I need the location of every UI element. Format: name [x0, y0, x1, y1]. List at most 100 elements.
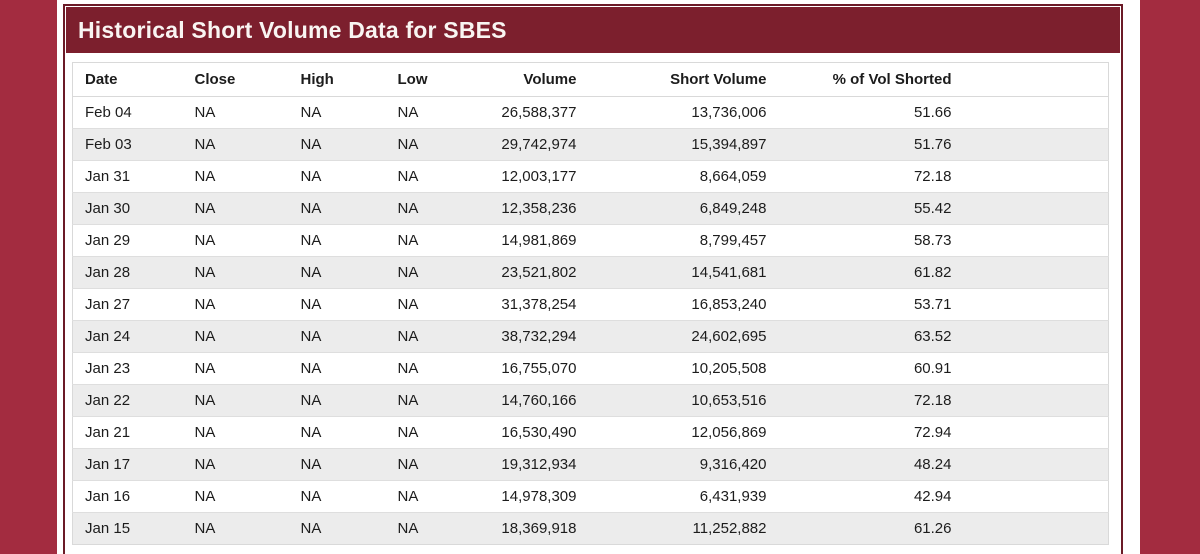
- table-row: Jan 28 NA NA NA 23,521,802 14,541,681 61.82: [72, 256, 1109, 289]
- cell-date: Jan 27: [85, 296, 131, 313]
- cell-spacer: [960, 129, 1109, 161]
- column-header-short-volume: Short Volume: [584, 62, 775, 97]
- cell-volume: 14,760,166: [501, 392, 577, 409]
- cell-pct-vol-shorted: 58.73: [913, 232, 952, 249]
- cell-pct-vol-shorted: 60.91: [913, 360, 952, 377]
- cell-high: NA: [300, 520, 322, 537]
- cell-low: NA: [397, 168, 419, 185]
- cell-close: NA: [194, 296, 216, 313]
- table-row: Jan 15 NA NA NA 18,369,918 11,252,882 61.26: [72, 512, 1109, 545]
- cell-close: NA: [194, 104, 216, 121]
- table-row: Jan 30 NA NA NA 12,358,236 6,849,248 55.42: [72, 192, 1109, 225]
- cell-close: NA: [194, 424, 216, 441]
- cell-spacer: [960, 257, 1109, 289]
- cell-close: NA: [194, 488, 216, 505]
- cell-short-volume: 6,849,248: [699, 200, 767, 217]
- cell-pct-vol-shorted: 51.66: [913, 104, 952, 121]
- cell-volume: 19,312,934: [501, 456, 577, 473]
- cell-low: NA: [397, 424, 419, 441]
- cell-pct-vol-shorted: 48.24: [913, 456, 952, 473]
- column-header-spacer: [959, 62, 1109, 97]
- cell-low: NA: [397, 520, 419, 537]
- cell-low: NA: [397, 328, 419, 345]
- cell-short-volume: 6,431,939: [699, 488, 767, 505]
- cell-close: NA: [194, 328, 216, 345]
- table-container: Date Close High Low Volume Short Volume% of V…: [72, 62, 1121, 545]
- table-row: Jan 22 NA NA NA 14,760,166 10,653,516 72.18: [72, 384, 1109, 417]
- cell-date: Jan 16: [85, 488, 131, 505]
- cell-date: Jan 31: [85, 168, 131, 185]
- cell-high: NA: [300, 232, 322, 249]
- column-header-volume: Volume: [449, 62, 585, 97]
- cell-volume: 16,755,070: [501, 360, 577, 377]
- table-row: Jan 24 NA NA NA 38,732,294 24,602,695 63.52: [72, 320, 1109, 353]
- column-header-high: High: [288, 62, 386, 97]
- cell-close: NA: [194, 520, 216, 537]
- cell-pct-vol-shorted: 55.42: [913, 200, 952, 217]
- cell-close: NA: [194, 168, 216, 185]
- cell-pct-vol-shorted: 72.94: [913, 424, 952, 441]
- cell-pct-vol-shorted: 51.76: [913, 136, 952, 153]
- table-row: Jan 29 NA NA NA 14,981,869 8,799,457 58.73: [72, 224, 1109, 257]
- cell-low: NA: [397, 456, 419, 473]
- cell-pct-vol-shorted: 72.18: [913, 168, 952, 185]
- table-row: Feb 04 NA NA NA 26,588,377 13,736,006 51.66: [72, 96, 1109, 129]
- cell-volume: 12,003,177: [501, 168, 577, 185]
- cell-short-volume: 13,736,006: [691, 104, 767, 121]
- cell-volume: 12,358,236: [501, 200, 577, 217]
- cell-close: NA: [194, 456, 216, 473]
- cell-close: NA: [194, 392, 216, 409]
- cell-high: NA: [300, 392, 322, 409]
- cell-spacer: [960, 449, 1109, 481]
- cell-low: NA: [397, 200, 419, 217]
- cell-short-volume: 11,252,882: [692, 520, 767, 537]
- page-title: Historical Short Volume Data for SBES: [78, 16, 507, 43]
- cell-date: Jan 21: [85, 424, 131, 441]
- cell-pct-vol-shorted: 61.82: [913, 264, 952, 281]
- cell-spacer: [960, 193, 1109, 225]
- column-header-of-vol-shorted: % of Vol Shorted: [774, 62, 960, 97]
- cell-spacer: [960, 513, 1109, 545]
- cell-pct-vol-shorted: 72.18: [913, 392, 952, 409]
- cell-high: NA: [300, 136, 322, 153]
- cell-pct-vol-shorted: 63.52: [913, 328, 952, 345]
- cell-spacer: [960, 353, 1109, 385]
- cell-volume: 14,978,309: [501, 488, 577, 505]
- cell-volume: 38,732,294: [501, 328, 577, 345]
- cell-short-volume: 24,602,695: [691, 328, 767, 345]
- cell-spacer: [960, 97, 1109, 129]
- cell-date: Jan 28: [85, 264, 131, 281]
- cell-pct-vol-shorted: 42.94: [913, 488, 952, 505]
- short-volume-table: Date Close High Low Volume Short Volume% of V…: [72, 62, 1109, 545]
- cell-short-volume: 10,653,516: [691, 392, 767, 409]
- cell-short-volume: 8,799,457: [699, 232, 767, 249]
- cell-high: NA: [300, 264, 322, 281]
- table-row: Jan 27 NA NA NA 31,378,254 16,853,240 53.71: [72, 288, 1109, 321]
- cell-low: NA: [397, 488, 419, 505]
- cell-spacer: [960, 385, 1109, 417]
- cell-volume: 31,378,254: [501, 296, 577, 313]
- cell-volume: 29,742,974: [501, 136, 577, 153]
- table-row: Jan 21 NA NA NA 16,530,490 12,056,869 72.94: [72, 416, 1109, 449]
- cell-date: Jan 17: [85, 456, 131, 473]
- cell-volume: 26,588,377: [501, 104, 577, 121]
- cell-high: NA: [300, 328, 322, 345]
- cell-spacer: [960, 161, 1109, 193]
- table-row: Jan 31 NA NA NA 12,003,177 8,664,059 72.18: [72, 160, 1109, 193]
- cell-high: NA: [300, 456, 322, 473]
- table-row: Jan 23 NA NA NA 16,755,070 10,205,508 60.91: [72, 352, 1109, 385]
- cell-close: NA: [194, 232, 216, 249]
- cell-low: NA: [397, 296, 419, 313]
- cell-close: NA: [194, 360, 216, 377]
- cell-high: NA: [300, 200, 322, 217]
- cell-high: NA: [300, 424, 322, 441]
- cell-high: NA: [300, 296, 322, 313]
- table-row: Jan 17 NA NA NA 19,312,934 9,316,420 48.24: [72, 448, 1109, 481]
- cell-pct-vol-shorted: 53.71: [913, 296, 952, 313]
- cell-short-volume: 16,853,240: [691, 296, 767, 313]
- cell-date: Jan 24: [85, 328, 131, 345]
- cell-spacer: [960, 289, 1109, 321]
- column-header-date: Date: [72, 62, 183, 97]
- card-title-banner: Historical Short Volume Data for SBES: [66, 7, 1120, 53]
- cell-short-volume: 12,056,869: [691, 424, 767, 441]
